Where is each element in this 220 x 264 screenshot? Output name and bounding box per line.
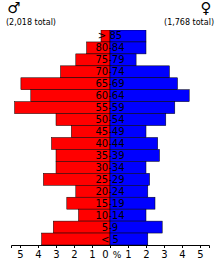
tick: 4 xyxy=(179,245,185,260)
category-label: 35-39 xyxy=(95,150,124,161)
tick-label: 3 xyxy=(53,249,59,260)
tick-label: 5 xyxy=(197,249,203,260)
tick-mark xyxy=(74,245,75,248)
category-label: 45-49 xyxy=(95,126,124,137)
category-labels: > 8580-8475-7970-7465-6960-6455-5950-544… xyxy=(95,30,124,244)
category-label: 75-79 xyxy=(95,54,124,65)
tick-label: 1 xyxy=(125,249,131,260)
axis-line xyxy=(12,246,111,249)
category-label: 30-34 xyxy=(95,162,124,173)
category-label: 10-14 xyxy=(95,210,124,221)
category-label: 40-44 xyxy=(95,138,124,149)
x-axis: 1 2 3 4 5 xyxy=(111,245,210,260)
tick-label: 5 xyxy=(17,249,23,260)
tick: 4 xyxy=(35,245,41,260)
tick-label: 0 xyxy=(102,249,108,260)
axis-title: % xyxy=(113,250,122,260)
category-label: 50-54 xyxy=(95,114,124,125)
tick: 1 xyxy=(125,245,131,260)
subtitle: (2,018 total) xyxy=(6,18,56,27)
tick-mark xyxy=(182,245,183,248)
tick-label: 1 xyxy=(89,249,95,260)
tick-label: 4 xyxy=(179,249,185,260)
category-label: 15-19 xyxy=(95,198,124,209)
x-axis: 01 2 3 4 5 xyxy=(12,245,111,260)
tick: 3 xyxy=(53,245,59,260)
tick-mark xyxy=(20,245,21,248)
tick-label: 4 xyxy=(35,249,41,260)
category-label: 55-59 xyxy=(95,102,124,113)
tick: 5 xyxy=(197,245,203,260)
category-label: 60-64 xyxy=(95,90,124,101)
category-label: 70-74 xyxy=(95,66,124,77)
tick-label: 3 xyxy=(161,249,167,260)
category-label: 65-69 xyxy=(95,78,124,89)
category-label: < 5 xyxy=(101,234,119,245)
category-label: 25-29 xyxy=(95,174,124,185)
tick: 1 xyxy=(89,245,95,260)
legend-symbol: ♀ xyxy=(201,0,212,17)
bars xyxy=(15,30,190,245)
tick-label: 2 xyxy=(143,249,149,260)
tick-mark xyxy=(200,245,201,248)
tick-mark xyxy=(128,245,129,248)
tick-mark xyxy=(92,245,93,248)
tick-mark xyxy=(38,245,39,248)
category-label: 20-24 xyxy=(95,186,124,197)
tick-mark xyxy=(164,245,165,248)
subtitle: (1,768 total) xyxy=(164,18,214,27)
chart: ♂(2,018 total) ♀(1,768 total) > 8580-8475-… xyxy=(0,0,220,264)
category-label: 5-9 xyxy=(102,222,118,233)
category-label: 80-84 xyxy=(95,42,124,53)
tick: 5 xyxy=(17,245,23,260)
tick: 2 xyxy=(143,245,149,260)
tick: 3 xyxy=(161,245,167,260)
tick-mark xyxy=(146,245,147,248)
tick-label: 2 xyxy=(71,249,77,260)
tick-mark xyxy=(56,245,57,248)
category-label: > 85 xyxy=(98,30,122,41)
tick: 0 xyxy=(102,245,110,260)
axis-line xyxy=(111,246,210,249)
tick: 2 xyxy=(71,245,77,260)
legend-symbol: ♂ xyxy=(7,0,20,17)
bar xyxy=(42,233,110,245)
